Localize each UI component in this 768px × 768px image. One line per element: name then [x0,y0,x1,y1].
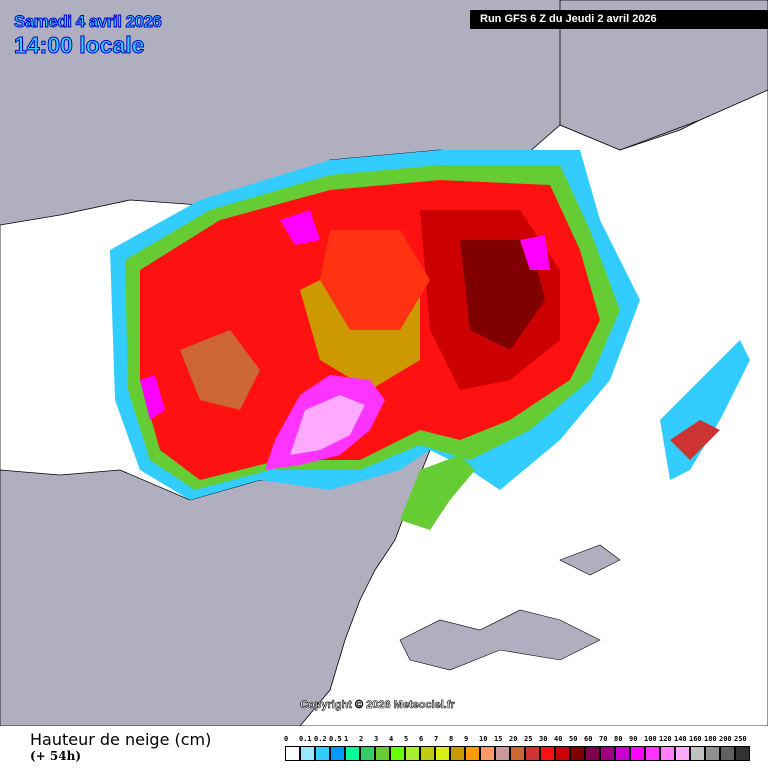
legend-swatch [660,746,675,761]
legend-label: 100 [644,735,657,743]
legend-label: 90 [629,735,638,743]
legend-label: 200 [719,735,732,743]
legend-label: 15 [494,735,503,743]
pacific-ocean [559,0,768,151]
legend-label: 7 [434,735,439,743]
map-title: Hauteur de neige (cm) [30,730,212,749]
legend-swatch [570,746,585,761]
legend-label: 120 [659,735,672,743]
legend-label: 0.2 [314,735,327,743]
legend-swatch [555,746,570,761]
legend-label: 3 [374,735,379,743]
legend-swatch [630,746,645,761]
legend-label: 9 [464,735,469,743]
legend-swatch [360,746,375,761]
legend-swatch [450,746,465,761]
black-sea [559,544,621,576]
legend-swatch [375,746,390,761]
mediterranean-sea [399,609,601,671]
legend-swatch [480,746,495,761]
snow-maroon-zone [460,240,545,350]
forecast-date: Samedi 4 avril 2026 [13,12,162,32]
legend-swatch [675,746,690,761]
legend-label: 80 [614,735,623,743]
legend-swatch [390,746,405,761]
legend-label: 0 [284,735,289,743]
legend-swatch [465,746,480,761]
legend-swatch [585,746,600,761]
legend-swatch [315,746,330,761]
legend-swatch [330,746,345,761]
legend-label: 40 [554,735,563,743]
legend-swatch [420,746,435,761]
legend-swatch [600,746,615,761]
legend-label: 8 [449,735,454,743]
legend-label: 250 [734,735,747,743]
legend-swatch [720,746,735,761]
legend-swatch [735,746,750,761]
legend-label: 50 [569,735,578,743]
legend-label: 0.1 [299,735,312,743]
legend-swatch [645,746,660,761]
forecast-time: 14:00 locale [13,32,145,59]
legend-swatch [285,746,300,761]
legend-label: 10 [479,735,488,743]
model-run-label: Run GFS 6 Z du Jeudi 2 avril 2026 [470,10,768,29]
legend-label: 2 [359,735,364,743]
arctic-ice-center [320,230,430,330]
legend-swatch [615,746,630,761]
legend-swatch [525,746,540,761]
legend-label: 6 [419,735,424,743]
legend-label: 4 [389,735,394,743]
legend-label: 140 [674,735,687,743]
legend-label: 20 [509,735,518,743]
snow-depth-map [0,0,768,726]
legend-swatch [495,746,510,761]
legend-swatch [690,746,705,761]
forecast-lead: (+ 54h) [30,749,82,763]
copyright: Copyright © 2026 Meteociel.fr [300,699,455,712]
legend-swatch [705,746,720,761]
legend-label: 0.5 [329,735,342,743]
legend-label: 160 [689,735,702,743]
legend-label: 60 [584,735,593,743]
greenland-core [290,395,365,455]
legend-swatch [435,746,450,761]
legend-swatch [510,746,525,761]
east-asia-snow-red [670,420,720,460]
legend-label: 180 [704,735,717,743]
legend-label: 5 [404,735,409,743]
legend-swatch [405,746,420,761]
legend-swatch [300,746,315,761]
snow-brown-zone [180,330,260,410]
legend-label: 1 [344,735,349,743]
legend-label: 25 [524,735,533,743]
legend-swatch [345,746,360,761]
legend-swatch [540,746,555,761]
legend-label: 30 [539,735,548,743]
scandinavia-snow [400,455,475,530]
legend-label: 70 [599,735,608,743]
